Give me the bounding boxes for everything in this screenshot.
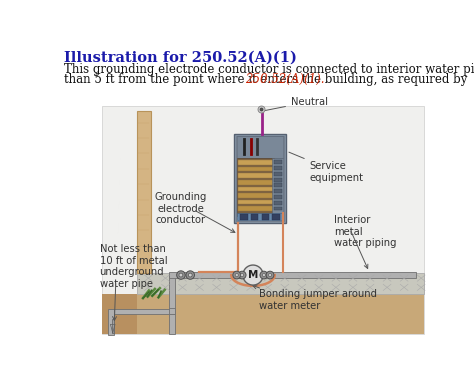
Text: Bonding jumper around
water meter: Bonding jumper around water meter: [259, 289, 377, 310]
Bar: [102, 106, 423, 334]
Bar: [236, 136, 284, 221]
Bar: [274, 201, 282, 204]
Circle shape: [260, 108, 263, 111]
Bar: [251, 214, 258, 220]
Bar: [237, 193, 274, 198]
Bar: [274, 172, 282, 176]
Bar: [237, 160, 274, 165]
Bar: [274, 160, 282, 164]
Bar: [237, 158, 274, 216]
Text: Illustration for 250.52(A)(1): Illustration for 250.52(A)(1): [64, 51, 297, 65]
Bar: [169, 274, 175, 334]
Text: Interior
metal
water piping: Interior metal water piping: [334, 215, 397, 248]
Text: Not less than
10 ft of metal
underground
water pipe: Not less than 10 ft of metal underground…: [100, 244, 167, 289]
Circle shape: [233, 271, 241, 279]
Bar: [237, 136, 283, 158]
Bar: [274, 166, 282, 170]
Text: Grounding
electrode
conductor: Grounding electrode conductor: [155, 192, 207, 225]
Text: This grounding electrode conductor is connected to interior water piping not mor: This grounding electrode conductor is co…: [64, 63, 474, 76]
Bar: [273, 214, 280, 220]
Circle shape: [268, 274, 272, 277]
Circle shape: [243, 265, 263, 285]
Bar: [137, 273, 423, 294]
Bar: [111, 319, 114, 333]
Bar: [240, 214, 247, 220]
Circle shape: [235, 274, 238, 277]
Bar: [273, 158, 283, 216]
Bar: [274, 195, 282, 199]
Bar: [237, 180, 274, 185]
Bar: [169, 272, 416, 278]
Bar: [274, 207, 282, 211]
Bar: [237, 200, 274, 204]
Text: 250.52(A)(1).: 250.52(A)(1).: [245, 73, 325, 86]
Bar: [274, 184, 282, 187]
Bar: [237, 167, 274, 171]
Bar: [169, 308, 175, 314]
Bar: [234, 134, 286, 223]
Circle shape: [177, 271, 185, 279]
Circle shape: [238, 271, 246, 279]
Text: than 5 ft from the point where it enters the building, as required by: than 5 ft from the point where it enters…: [64, 73, 471, 86]
Circle shape: [258, 106, 265, 113]
Bar: [262, 214, 269, 220]
Circle shape: [266, 271, 274, 279]
Bar: [102, 294, 423, 334]
Bar: [237, 187, 274, 191]
Bar: [102, 294, 137, 334]
Circle shape: [179, 273, 183, 277]
Circle shape: [262, 274, 265, 277]
Bar: [137, 111, 151, 273]
Bar: [237, 173, 274, 178]
Bar: [274, 189, 282, 193]
Circle shape: [241, 274, 244, 277]
Circle shape: [188, 273, 192, 277]
Bar: [237, 206, 274, 211]
Circle shape: [186, 271, 194, 279]
Text: Service
equipment: Service equipment: [289, 152, 364, 183]
Text: M: M: [248, 271, 258, 280]
Bar: [109, 309, 175, 314]
Bar: [108, 309, 113, 335]
Bar: [274, 178, 282, 182]
Bar: [237, 214, 283, 220]
Circle shape: [260, 271, 268, 279]
Text: Neutral: Neutral: [265, 97, 328, 111]
